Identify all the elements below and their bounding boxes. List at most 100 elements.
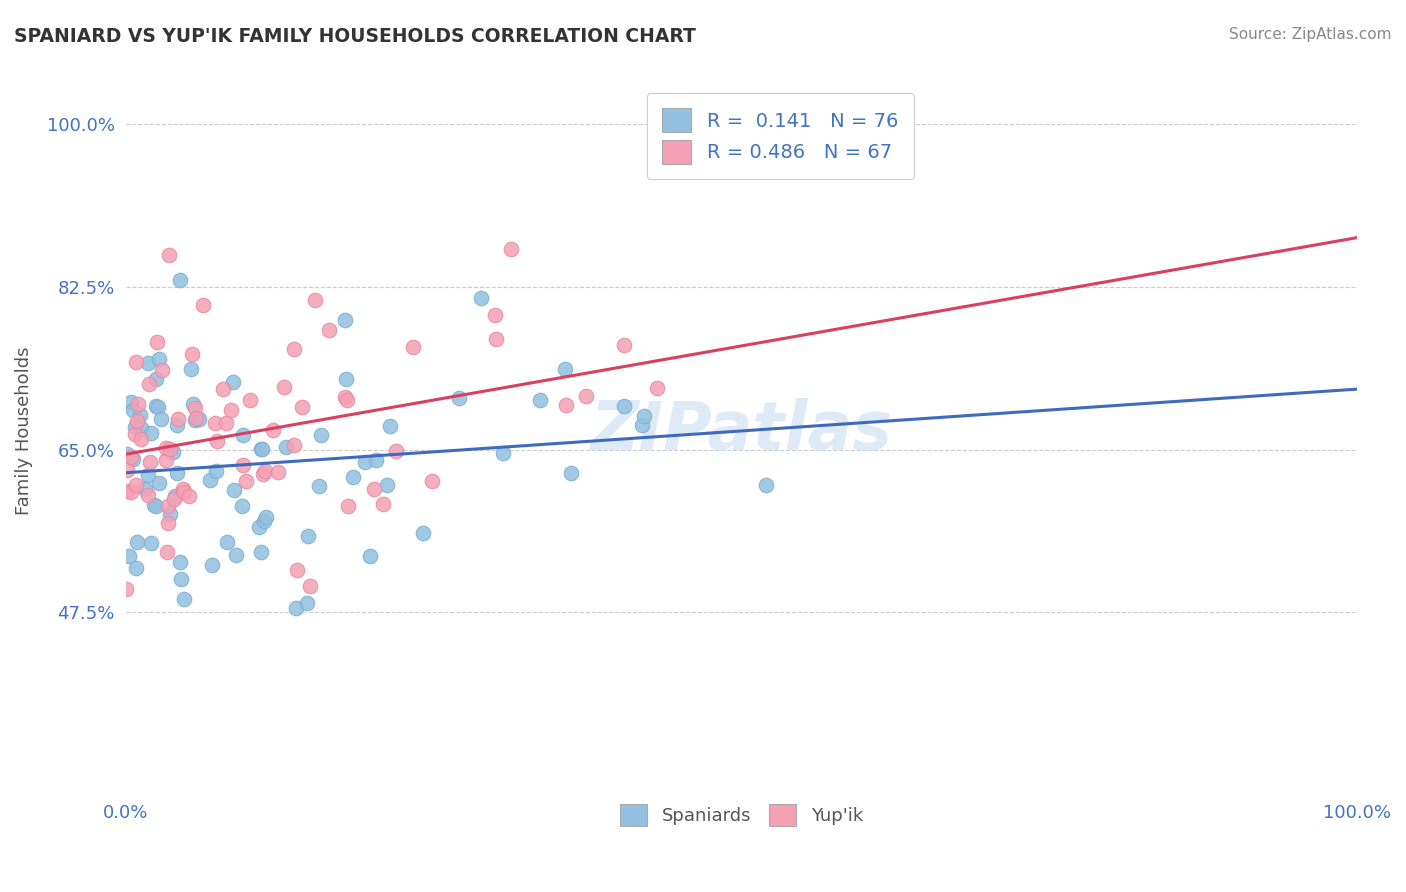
Point [755,478,778,492]
Point [183,397,205,411]
Point [155,441,177,455]
Point [136,468,159,483]
Point [118,549,141,563]
Point [180,362,202,376]
Point [613,338,636,352]
Point [191,298,214,312]
Point [336,393,359,408]
Point [180,347,202,361]
Point [156,544,179,558]
Point [333,313,356,327]
Point [131,432,153,446]
Point [138,356,160,370]
Point [249,545,271,559]
Point [159,507,181,521]
Point [115,447,138,461]
Point [470,291,492,305]
Point [177,489,200,503]
Point [139,536,162,550]
Point [198,473,221,487]
Point [297,529,319,543]
Point [146,335,169,350]
Point [172,482,194,496]
Point [560,467,582,481]
Point [145,399,167,413]
Point [156,516,179,530]
Point [187,412,209,426]
Point [375,478,398,492]
Point [159,442,181,457]
Point [250,442,273,456]
Point [170,573,193,587]
Point [128,408,150,422]
Point [297,596,319,610]
Point [204,416,226,430]
Y-axis label: Family Households: Family Households [15,347,32,516]
Point [148,351,170,366]
Point [235,475,257,489]
Point [145,500,167,514]
Point [156,500,179,514]
Point [239,393,262,408]
Point [633,409,655,424]
Point [150,362,173,376]
Point [173,592,195,607]
Point [124,426,146,441]
Point [163,492,186,507]
Point [631,417,654,432]
Point [247,520,270,534]
Point [224,483,246,497]
Point [184,401,207,415]
Point [157,247,180,261]
Point [359,549,381,563]
Point [225,549,247,563]
Point [155,453,177,467]
Point [304,293,326,307]
Point [129,421,152,435]
Point [253,464,276,478]
Point [169,273,191,287]
Point [363,482,385,496]
Point [491,446,513,460]
Point [554,398,576,412]
Point [333,390,356,404]
Text: ZIPatlas: ZIPatlas [591,398,893,464]
Point [354,454,377,468]
Point [150,412,173,426]
Point [252,467,274,481]
Point [291,400,314,414]
Point [167,412,190,426]
Point [231,499,253,513]
Point [117,483,139,498]
Point [309,428,332,442]
Point [232,428,254,442]
Point [276,440,298,454]
Point [529,392,551,407]
Point [215,535,238,549]
Point [201,558,224,573]
Point [385,444,408,458]
Point [122,402,145,417]
Point [169,555,191,569]
Point [232,458,254,473]
Text: Source: ZipAtlas.com: Source: ZipAtlas.com [1229,27,1392,42]
Point [285,601,308,615]
Point [378,418,401,433]
Point [554,361,576,376]
Point [125,477,148,491]
Point [364,453,387,467]
Point [254,510,277,524]
Point [139,454,162,468]
Point [120,450,142,465]
Point [283,438,305,452]
Point [342,469,364,483]
Point [166,467,188,481]
Point [184,413,207,427]
Point [447,391,470,405]
Point [142,498,165,512]
Point [136,488,159,502]
Point [205,434,228,448]
Point [250,442,273,456]
Point [575,389,598,403]
Point [148,400,170,414]
